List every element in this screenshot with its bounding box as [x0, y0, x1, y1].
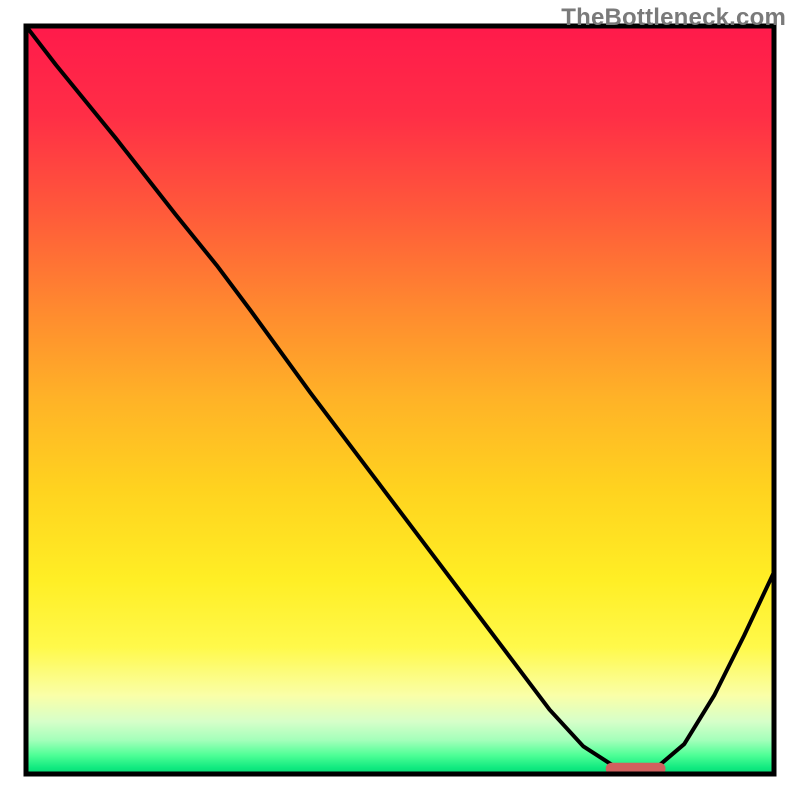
chart-canvas: TheBottleneck.com	[0, 0, 800, 800]
watermark-text: TheBottleneck.com	[561, 4, 786, 32]
chart-svg	[0, 0, 800, 800]
gradient-background	[26, 26, 774, 774]
